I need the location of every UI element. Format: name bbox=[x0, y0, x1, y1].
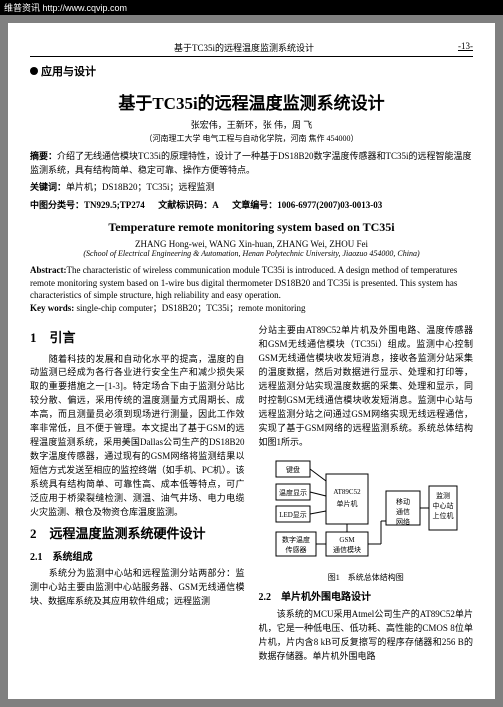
box-net-l2: 通信 bbox=[396, 507, 410, 516]
box-pc-l1: 监测 bbox=[436, 491, 450, 500]
doc-code: 文献标识码：A bbox=[158, 200, 219, 210]
section-2-heading: 2 远程温度监测系统硬件设计 bbox=[30, 524, 245, 544]
box-net-l1: 移动 bbox=[396, 497, 410, 506]
clc-number: 中图分类号：TN929.5;TP274 bbox=[30, 200, 145, 210]
paper-page: 基于TC35i的远程温度监测系统设计 -13- 应用与设计 基于TC35i的远程… bbox=[8, 23, 495, 699]
col2-continuation: 分站主要由AT89C52单片机及外围电路、温度传感器和GSM无线通信模块（TC3… bbox=[259, 324, 474, 449]
box-led: LED显示 bbox=[279, 511, 307, 519]
page-number: -13- bbox=[458, 41, 473, 54]
section-marker: 应用与设计 bbox=[30, 63, 473, 79]
authors-english: ZHANG Hong-wei, WANG Xin-huan, ZHANG Wei… bbox=[30, 239, 473, 249]
article-id: 文章编号：1006-6977(2007)03-0013-03 bbox=[232, 200, 382, 210]
abstract-cn-text: 介绍了无线通信模块TC35i的原理特性，设计了一种基于DS18B20数字温度传感… bbox=[30, 151, 472, 175]
left-column: 1 引言 随着科技的发展和自动化水平的提高，温度的自动监测已经成为各行各业进行安… bbox=[30, 324, 245, 663]
box-net-l3: 网络 bbox=[396, 517, 410, 526]
abstract-en-text: The characteristic of wireless communica… bbox=[30, 265, 457, 300]
url-bar: 维普资讯 http://www.cqvip.com bbox=[0, 0, 503, 15]
bullet-icon bbox=[30, 67, 38, 75]
title-chinese: 基于TC35i的远程温度监测系统设计 bbox=[30, 89, 473, 114]
figure-1-diagram: 键盘 温度显示 LED显示 数字温度 传感器 AT89C52 单片机 GSM bbox=[271, 456, 461, 566]
box-mcu-l2: 单片机 bbox=[336, 499, 357, 508]
abstract-chinese: 摘要：介绍了无线通信模块TC35i的原理特性，设计了一种基于DS18B20数字温… bbox=[30, 150, 473, 177]
box-mcu-l1: AT89C52 bbox=[333, 488, 361, 496]
section-22-text: 该系统的MCU采用Atmel公司生产的AT89C52单片机，它是一种低电压、低功… bbox=[259, 609, 474, 661]
keywords-en-label: Key words: bbox=[30, 303, 74, 313]
section-22-body: 该系统的MCU采用Atmel公司生产的AT89C52单片机，它是一种低电压、低功… bbox=[259, 608, 474, 664]
section-21-heading: 2.1 系统组成 bbox=[30, 550, 245, 566]
section-1-text: 随着科技的发展和自动化水平的提高，温度的自动监测已经成为各行各业进行安全生产和减… bbox=[30, 354, 245, 517]
col2-text: 分站主要由AT89C52单片机及外围电路、温度传感器和GSM无线通信模块（TC3… bbox=[259, 325, 474, 447]
keywords-en-text: single-chip computer；DS18B20；TC35i；remot… bbox=[77, 303, 306, 313]
section-marker-label: 应用与设计 bbox=[41, 63, 96, 79]
section-1-heading: 1 引言 bbox=[30, 328, 245, 348]
abstract-english: Abstract:The characteristic of wireless … bbox=[30, 264, 473, 314]
box-pc-l2: 中心站 bbox=[432, 501, 453, 510]
figure-1-caption: 图1 系统总体结构图 bbox=[259, 572, 474, 584]
section-22-heading: 2.2 单片机外围电路设计 bbox=[259, 590, 474, 606]
box-pc-l3: 上位机 bbox=[432, 511, 453, 520]
keywords-chinese: 关键词：单片机；DS18B20；TC35i；远程监测 bbox=[30, 181, 473, 195]
section-21-body: 系统分为监测中心站和远程监测分站两部分：监测中心站主要由监测中心站服务器、GSM… bbox=[30, 567, 245, 609]
abstract-cn-label: 摘要： bbox=[30, 151, 57, 161]
affiliation-chinese: （河南理工大学 电气工程与自动化学院，河南 焦作 454000） bbox=[30, 133, 473, 144]
authors-chinese: 张宏伟，王新环，张 伟，周 飞 bbox=[30, 118, 473, 131]
box-gsm-l2: 通信模块 bbox=[333, 545, 361, 554]
classification-row: 中图分类号：TN929.5;TP274 文献标识码：A 文章编号：1006-69… bbox=[30, 199, 473, 213]
right-column: 分站主要由AT89C52单片机及外围电路、温度传感器和GSM无线通信模块（TC3… bbox=[259, 324, 474, 663]
box-display: 温度显示 bbox=[279, 488, 307, 497]
section-21-text: 系统分为监测中心站和远程监测分站两部分：监测中心站主要由监测中心站服务器、GSM… bbox=[30, 568, 245, 606]
page-header: 基于TC35i的远程温度监测系统设计 -13- bbox=[30, 41, 473, 57]
section-1-body: 随着科技的发展和自动化水平的提高，温度的自动监测已经成为各行各业进行安全生产和减… bbox=[30, 353, 245, 520]
box-keyboard: 键盘 bbox=[286, 465, 300, 474]
box-sensor-l1: 数字温度 bbox=[282, 535, 310, 544]
affiliation-english: (School of Electrical Engineering & Auto… bbox=[30, 249, 473, 258]
keywords-cn-label: 关键词： bbox=[30, 182, 66, 192]
keywords-cn-text: 单片机；DS18B20；TC35i；远程监测 bbox=[66, 182, 215, 192]
title-english: Temperature remote monitoring system bas… bbox=[30, 220, 473, 235]
box-gsm-l1: GSM bbox=[339, 536, 355, 544]
box-sensor-l2: 传感器 bbox=[285, 545, 306, 554]
abstract-en-label: Abstract: bbox=[30, 265, 67, 275]
two-column-body: 1 引言 随着科技的发展和自动化水平的提高，温度的自动监测已经成为各行各业进行安… bbox=[30, 324, 473, 663]
header-center: 基于TC35i的远程温度监测系统设计 bbox=[174, 41, 314, 54]
